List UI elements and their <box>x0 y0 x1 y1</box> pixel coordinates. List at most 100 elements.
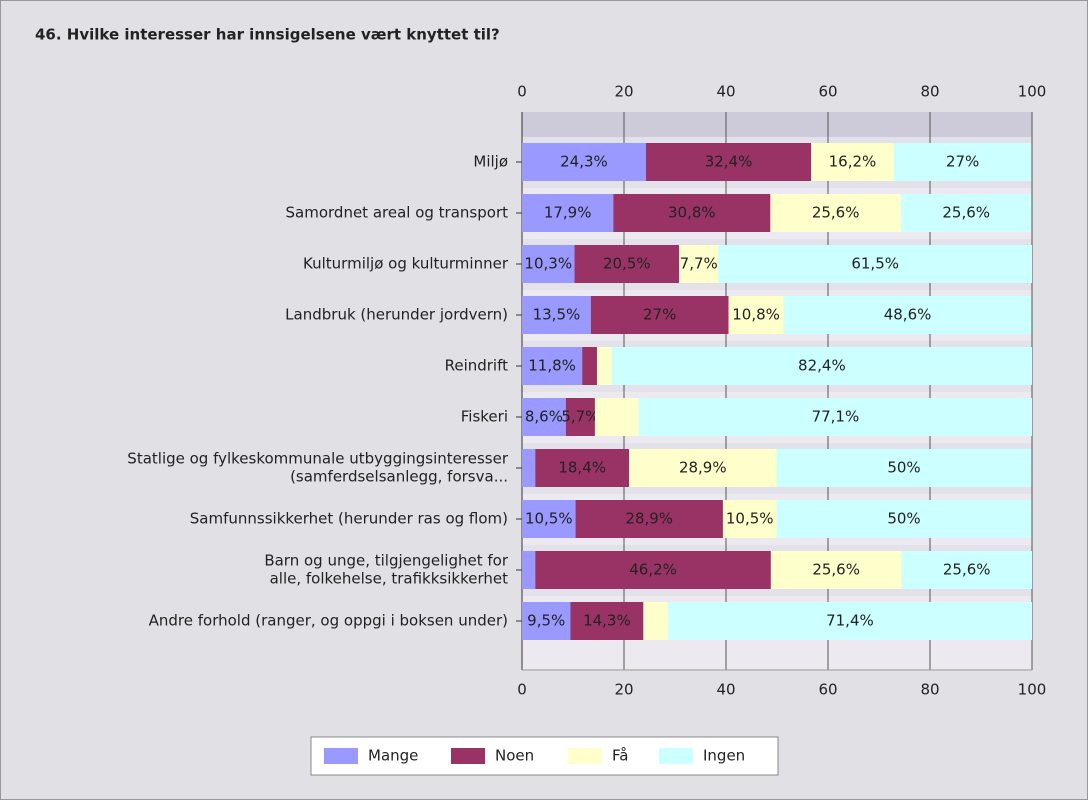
value-label: 5,7% <box>561 408 599 426</box>
bar-segment <box>522 245 575 283</box>
category-label: Kulturmiljø og kulturminner <box>303 255 509 273</box>
value-label: 25,6% <box>812 561 860 579</box>
bar-segment <box>718 245 1032 283</box>
value-label: 17,9% <box>544 204 592 222</box>
bar-segment <box>522 143 646 181</box>
legend-label: Ingen <box>703 747 745 765</box>
bar-segment <box>901 551 1032 589</box>
value-label: 50% <box>887 510 920 528</box>
bar-segment <box>535 449 630 487</box>
value-label: 25,6% <box>812 204 860 222</box>
value-label: 25,6% <box>942 204 990 222</box>
category-label: Reindrift <box>445 357 509 375</box>
value-label: 10,5% <box>726 510 774 528</box>
bar-segment <box>728 296 784 334</box>
value-label: 16,2% <box>829 153 877 171</box>
value-label: 13,5% <box>533 306 581 324</box>
bar-segment <box>594 398 639 436</box>
bar-segment <box>776 500 1032 538</box>
value-label: 50% <box>887 459 920 477</box>
value-label: 82,4% <box>798 357 846 375</box>
bar-segment <box>893 143 1032 181</box>
value-label: 10,8% <box>732 306 780 324</box>
legend-label: Få <box>612 747 628 765</box>
x-tick-label-bottom: 20 <box>614 681 633 699</box>
bar-segment <box>535 551 771 589</box>
value-label: 10,5% <box>525 510 573 528</box>
value-label: 48,6% <box>884 306 932 324</box>
category-label: Fiskeri <box>461 408 508 426</box>
bar-segment <box>575 500 723 538</box>
bar-segment <box>522 398 566 436</box>
bar-segment <box>611 347 1032 385</box>
x-tick-label-top: 60 <box>818 83 837 101</box>
value-label: 18,4% <box>558 459 606 477</box>
category-label: Landbruk (herunder jordvern) <box>285 306 508 324</box>
x-tick-label-top: 100 <box>1018 83 1047 101</box>
bar-segment <box>667 602 1032 640</box>
bar-segment <box>770 194 901 232</box>
category-label: Miljø <box>473 153 508 171</box>
value-label: 71,4% <box>826 612 874 630</box>
bar-segment <box>582 347 597 385</box>
bar-segment <box>590 296 729 334</box>
bar-segment <box>570 602 644 640</box>
bar-segment <box>522 296 591 334</box>
bar-segment <box>522 551 536 589</box>
x-tick-label-bottom: 40 <box>716 681 735 699</box>
bar-segment <box>679 245 719 283</box>
bar-segment <box>722 500 777 538</box>
legend-swatch <box>659 748 693 764</box>
legend-swatch <box>568 748 602 764</box>
bar-segment <box>522 194 614 232</box>
x-tick-label-top: 40 <box>716 83 735 101</box>
bar-segment <box>565 398 595 436</box>
x-tick-label-bottom: 60 <box>818 681 837 699</box>
value-label: 7,7% <box>680 255 718 273</box>
bar-segment <box>522 449 536 487</box>
category-label: (samferdselsanlegg, forsva... <box>290 468 508 486</box>
value-label: 32,4% <box>705 153 753 171</box>
legend-box <box>310 736 779 776</box>
value-label: 9,5% <box>527 612 565 630</box>
legend-swatch <box>324 748 358 764</box>
value-label: 30,8% <box>668 204 716 222</box>
bar-segment <box>574 245 680 283</box>
value-label: 20,5% <box>603 255 651 273</box>
bar-segment <box>770 551 902 589</box>
value-label: 24,3% <box>560 153 608 171</box>
value-label: 46,2% <box>629 561 677 579</box>
bar-segment <box>522 602 571 640</box>
value-label: 28,9% <box>679 459 727 477</box>
bar-segment <box>638 398 1032 436</box>
value-label: 11,8% <box>528 357 576 375</box>
category-label: Samordnet areal og transport <box>286 204 509 222</box>
value-label: 25,6% <box>943 561 991 579</box>
category-label: Andre forhold (ranger, og oppgi i boksen… <box>149 612 508 630</box>
bar-segment <box>522 347 583 385</box>
x-tick-label-top: 20 <box>614 83 633 101</box>
x-tick-label-bottom: 0 <box>517 681 527 699</box>
value-label: 77,1% <box>812 408 860 426</box>
bar-segment <box>783 296 1032 334</box>
bar-segment <box>811 143 894 181</box>
category-label: Statlige og fylkeskommunale utbyggingsin… <box>127 450 509 468</box>
plot-header-band <box>522 112 1032 137</box>
value-label: 61,5% <box>851 255 899 273</box>
bar-segment <box>522 500 576 538</box>
category-label: Barn og unge, tilgjengelighet for <box>264 552 509 570</box>
bar-segment <box>613 194 771 232</box>
bar-segment <box>900 194 1032 232</box>
x-tick-label-bottom: 80 <box>920 681 939 699</box>
x-tick-label-bottom: 100 <box>1018 681 1047 699</box>
x-tick-label-top: 0 <box>517 83 527 101</box>
value-label: 27% <box>946 153 979 171</box>
bar-segment <box>643 602 668 640</box>
value-label: 8,6% <box>525 408 563 426</box>
value-label: 28,9% <box>625 510 673 528</box>
legend-swatch <box>451 748 485 764</box>
category-label: Samfunnssikkerhet (herunder ras og flom) <box>190 510 508 528</box>
bar-segment <box>629 449 777 487</box>
